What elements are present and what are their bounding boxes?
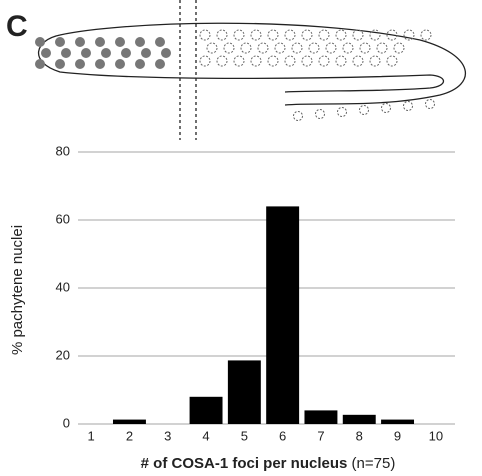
y-tick-label: 0 <box>63 415 70 430</box>
nucleus <box>199 55 211 67</box>
nucleus <box>267 29 279 41</box>
nucleus <box>301 55 313 67</box>
bar <box>342 414 376 424</box>
nucleus <box>155 37 165 47</box>
nucleus <box>420 29 432 41</box>
nucleus <box>337 107 347 117</box>
nucleus <box>250 55 262 67</box>
nucleus <box>293 111 303 121</box>
y-tick-label: 40 <box>56 279 70 294</box>
nucleus <box>301 29 313 41</box>
nucleus <box>233 29 245 41</box>
bar <box>304 410 338 424</box>
nucleus <box>250 29 262 41</box>
x-tick-label: 10 <box>429 428 443 443</box>
nucleus <box>315 109 325 119</box>
nucleus <box>359 42 371 54</box>
nucleus <box>291 42 303 54</box>
nucleus <box>284 55 296 67</box>
x-axis-title: # of COSA-1 foci per nucleus <box>141 455 348 472</box>
nucleus <box>55 37 65 47</box>
nucleus <box>393 42 405 54</box>
nucleus <box>352 55 364 67</box>
nucleus <box>240 42 252 54</box>
y-tick-label: 20 <box>56 347 70 362</box>
nucleus <box>369 29 381 41</box>
bar <box>227 360 261 424</box>
y-axis-label: % pachytene nuclei <box>9 225 26 355</box>
nucleus <box>425 99 435 109</box>
x-tick-label: 5 <box>241 428 248 443</box>
nucleus <box>199 29 211 41</box>
x-axis-note: (n=75) <box>352 455 396 472</box>
gonad-outline <box>37 22 466 106</box>
nucleus <box>135 37 145 47</box>
x-tick-label: 9 <box>394 428 401 443</box>
x-tick-label: 3 <box>164 428 171 443</box>
nucleus <box>267 55 279 67</box>
nucleus <box>369 55 381 67</box>
x-axis-label: # of COSA-1 foci per nucleus (n=75) <box>141 455 396 472</box>
x-tick-label: 4 <box>202 428 209 443</box>
nucleus <box>35 59 45 69</box>
nucleus <box>257 42 269 54</box>
nucleus <box>318 55 330 67</box>
bar <box>189 396 223 424</box>
nucleus <box>335 29 347 41</box>
nucleus <box>352 29 364 41</box>
x-tick-label: 8 <box>356 428 363 443</box>
nucleus <box>55 59 65 69</box>
nucleus <box>206 42 218 54</box>
nucleus <box>359 105 369 115</box>
nucleus <box>325 42 337 54</box>
nucleus <box>216 55 228 67</box>
nucleus <box>61 48 71 58</box>
nucleus <box>403 101 413 111</box>
nucleus <box>381 103 391 113</box>
nucleus <box>35 37 45 47</box>
gonad-diagram <box>37 0 466 140</box>
nucleus <box>141 48 151 58</box>
nucleus <box>155 59 165 69</box>
nucleus <box>135 59 145 69</box>
nucleus <box>376 42 388 54</box>
x-tick-label: 1 <box>88 428 95 443</box>
nucleus <box>75 37 85 47</box>
nucleus <box>115 37 125 47</box>
nucleus <box>308 42 320 54</box>
nucleus <box>318 29 330 41</box>
nucleus <box>75 59 85 69</box>
bar <box>266 206 300 424</box>
nuclei <box>35 29 435 121</box>
y-tick-label: 80 <box>56 143 70 158</box>
nucleus <box>274 42 286 54</box>
y-tick-label: 60 <box>56 211 70 226</box>
nucleus <box>386 55 398 67</box>
nucleus <box>95 37 105 47</box>
nucleus <box>233 55 245 67</box>
panel-label: C <box>6 10 28 43</box>
nucleus <box>115 59 125 69</box>
x-tick-label: 2 <box>126 428 133 443</box>
nucleus <box>101 48 111 58</box>
nucleus <box>386 29 398 41</box>
nucleus <box>121 48 131 58</box>
nucleus <box>95 59 105 69</box>
nucleus <box>342 42 354 54</box>
nucleus <box>284 29 296 41</box>
x-tick-label: 6 <box>279 428 286 443</box>
bar <box>112 419 146 424</box>
x-tick-label: 7 <box>317 428 324 443</box>
nucleus <box>81 48 91 58</box>
nucleus <box>223 42 235 54</box>
bar <box>381 419 415 424</box>
nucleus <box>41 48 51 58</box>
nucleus <box>403 29 415 41</box>
nucleus <box>335 55 347 67</box>
nucleus <box>216 29 228 41</box>
nucleus <box>161 48 171 58</box>
